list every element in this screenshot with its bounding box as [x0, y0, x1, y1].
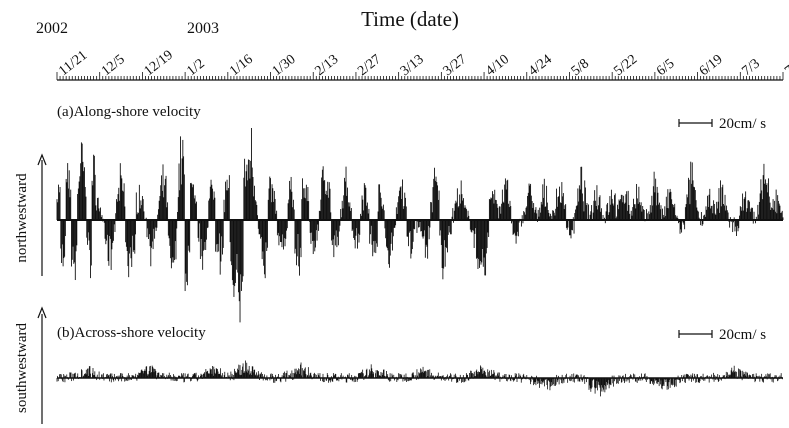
year-label-2002: 2002 [36, 20, 68, 37]
panel-a-arrow-head [37, 153, 47, 166]
date-tick-label: 1/16 [227, 52, 256, 79]
date-tick-label: 6/19 [697, 52, 726, 79]
panel-a-direction-label: northwestward [14, 173, 30, 263]
panel-b-arrow-head [37, 306, 47, 319]
date-tick-label: 7/17 [782, 52, 789, 79]
date-tick-label: 12/19 [142, 48, 176, 79]
date-tick-label: 6/5 [654, 56, 677, 79]
panel-b-scale-label: 20cm/ s [719, 327, 766, 343]
panel-a-velocity-sticks [56, 128, 784, 323]
panel-b-velocity-sticks [56, 360, 783, 397]
time-axis-date-labels: 11/21 12/5 12/19 1/2 1/16 1/30 2/13 2/27 3/13 3/2… [56, 48, 789, 79]
date-tick-label: 11/21 [56, 48, 90, 79]
date-tick-label: 1/2 [184, 56, 207, 79]
date-tick-label: 2/13 [312, 52, 341, 79]
date-tick-label: 3/13 [398, 52, 427, 79]
panel-a-title: (a)Along-shore velocity [57, 104, 201, 120]
date-tick-label: 5/8 [569, 56, 592, 79]
date-tick-label: 5/22 [611, 52, 640, 79]
date-tick-label: 7/3 [740, 56, 763, 79]
chart-title: Time (date) [361, 7, 459, 31]
date-tick-label: 4/24 [526, 52, 555, 79]
time-axis-minor-ticks [56, 72, 784, 80]
date-tick-label: 12/5 [99, 52, 128, 79]
panel-a-scale-label: 20cm/ s [719, 116, 766, 132]
year-label-2003: 2003 [187, 20, 219, 37]
date-tick-label: 4/10 [483, 52, 512, 79]
date-tick-label: 1/30 [270, 52, 299, 79]
date-tick-label: 2/27 [355, 52, 384, 79]
panel-b-direction-label: southwestward [14, 323, 30, 413]
date-tick-label: 3/27 [441, 52, 470, 79]
panel-b-title: (b)Across-shore velocity [57, 325, 206, 341]
